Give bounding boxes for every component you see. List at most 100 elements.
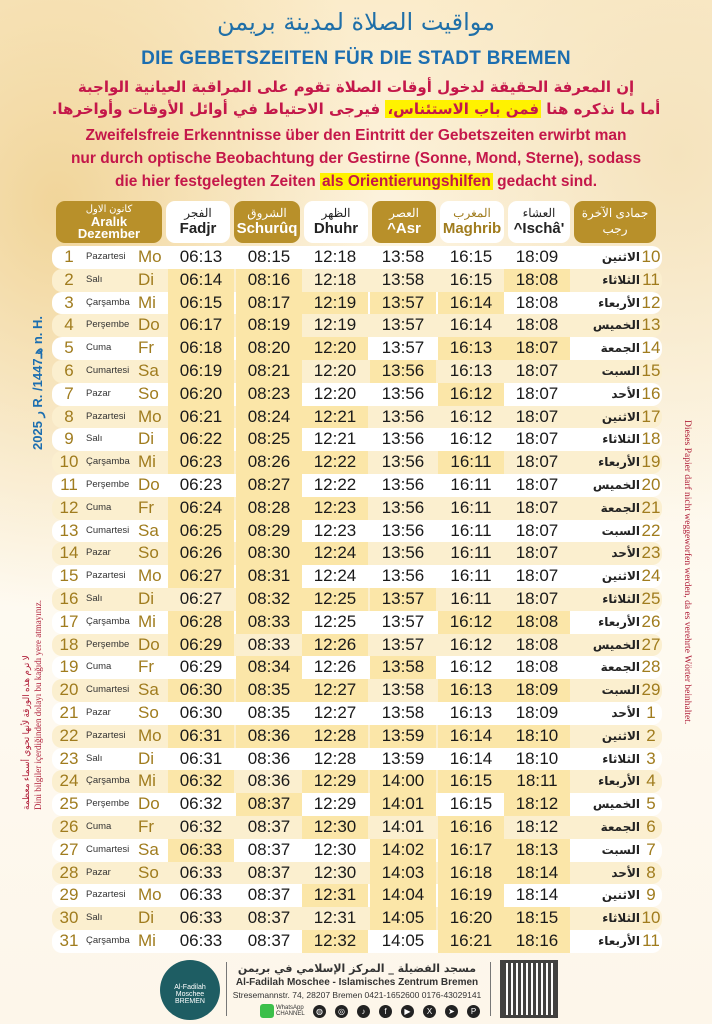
weekday-de: Fr [138, 338, 155, 358]
day-number: 10 [59, 452, 79, 472]
table-row: 6 Cumartesi Sa 06:19 08:21 12:20 13:56 16:13 18:… [52, 359, 662, 383]
table-row: 19 Cuma Fr 06:29 08:34 12:26 13:58 16:12 18:08 ال… [52, 656, 662, 680]
fadjr: 06:23 [168, 451, 234, 474]
schuruq: 08:17 [236, 291, 302, 315]
table-row: 20 Cumartesi Sa 06:30 08:35 12:27 13:58 16:13 18… [52, 679, 662, 702]
title-arabic: مواقيت الصلاة لمدينة بريمن [216, 8, 496, 36]
ischa: 18:08 [515, 657, 559, 677]
dhuhr: 12:24 [313, 566, 357, 586]
day-number: 28 [59, 862, 79, 882]
weekday-de: So [138, 543, 159, 563]
weekday-tr: Salı [86, 273, 103, 285]
telegram-icon[interactable]: ➤ [445, 1004, 458, 1018]
dhuhr: 12:26 [302, 633, 368, 657]
fadjr: 06:33 [179, 908, 223, 928]
whatsapp-icon [260, 1004, 274, 1018]
fadjr: 06:33 [179, 862, 223, 882]
weekday-ar: الأربعاء [598, 933, 640, 948]
weekday-ar: الثلاثاء [602, 272, 640, 287]
day-number: 3 [64, 292, 74, 312]
pinterest-icon[interactable]: P [467, 1004, 480, 1018]
weekday-tr: Salı [86, 592, 103, 604]
table-row: 18 Perşembe Do 06:29 08:33 12:26 13:57 16:12 18:… [52, 633, 662, 657]
instagram-icon[interactable]: ◎ [335, 1004, 348, 1018]
day-number: 30 [59, 908, 79, 928]
weekday-tr: Cumartesi [86, 684, 130, 696]
day-number: 27 [59, 839, 79, 859]
globe-icon[interactable]: ◍ [313, 1004, 326, 1018]
weekday-tr: Cuma [86, 661, 112, 673]
weekday-tr: Salı [86, 752, 103, 764]
ischa: 18:14 [504, 861, 570, 885]
table-row: 2 Salı Di 06:14 08:16 12:18 13:58 16:15 18:08 الث… [52, 268, 662, 292]
hijri-day: 8 [646, 862, 656, 882]
asr: 14:05 [370, 907, 436, 930]
whatsapp-channel-link[interactable]: WhatsApp CHANNEL [260, 1004, 305, 1018]
weekday-tr: Cuma [86, 820, 112, 832]
day-number: 2 [64, 269, 74, 289]
day-number: 8 [64, 406, 74, 426]
ischa: 18:07 [515, 360, 559, 380]
prayer-times-table: 1 Pazartesi Mo 06:13 08:15 12:18 13:58 16:15 18:… [52, 246, 662, 953]
maghrib: 16:15 [449, 247, 493, 266]
fadjr: 06:14 [168, 268, 234, 292]
header-asr: العصر ^Asr [372, 201, 436, 243]
dhuhr: 12:23 [302, 496, 368, 520]
weekday-de: Mo [138, 885, 162, 905]
facebook-icon[interactable]: f [379, 1004, 392, 1018]
maghrib: 16:12 [438, 382, 504, 406]
weekday-de: Di [138, 748, 155, 768]
schuruq: 08:32 [236, 587, 302, 611]
schuruq: 08:26 [236, 451, 302, 474]
ischa: 18:07 [515, 566, 559, 586]
weekday-ar: الأربعاء [598, 774, 640, 789]
fadjr: 06:32 [168, 770, 234, 794]
weekday-de: Mi [138, 611, 156, 631]
dhuhr: 12:22 [302, 451, 368, 474]
weekday-de: Mo [138, 406, 162, 426]
table-row: 16 Salı Di 06:27 08:32 12:25 13:57 16:11 18:07 ال… [52, 587, 662, 611]
schuruq: 08:24 [236, 405, 302, 429]
table-row: 28 Pazar So 06:33 08:37 12:30 14:03 16:18 18:14 ا… [52, 861, 662, 885]
weekday-ar: الجمعة [600, 660, 640, 675]
x-icon[interactable]: X [423, 1004, 436, 1018]
fadjr: 06:30 [168, 679, 234, 702]
weekday-de: Mo [138, 247, 162, 266]
day-number: 29 [59, 885, 79, 905]
schuruq: 08:33 [247, 634, 291, 654]
day-number: 26 [59, 816, 79, 836]
fadjr: 06:22 [168, 428, 234, 452]
dhuhr: 12:30 [313, 839, 357, 859]
youtube-icon[interactable]: ▶ [401, 1004, 414, 1018]
maghrib: 16:15 [449, 269, 493, 289]
weekday-tr: Cumartesi [86, 524, 130, 536]
weekday-ar: الأحد [611, 705, 640, 720]
note-german: Zweifelsfreie Erkenntnisse über den Eint… [70, 127, 642, 190]
year-label: ر 2025 R. /1447هـ n. H. [30, 315, 45, 450]
hijri-day: 16 [641, 383, 661, 403]
schuruq: 08:30 [236, 542, 302, 566]
day-number: 16 [59, 588, 79, 608]
weekday-de: Mo [138, 566, 162, 586]
schuruq: 08:36 [236, 724, 302, 748]
weekday-tr: Perşembe [86, 638, 130, 650]
weekday-tr: Çarşamba [86, 934, 130, 946]
weekday-tr: Perşembe [86, 798, 130, 810]
ischa: 18:08 [515, 315, 559, 335]
tiktok-icon[interactable]: ♪ [357, 1004, 370, 1018]
schuruq: 08:23 [236, 382, 302, 406]
dhuhr: 12:29 [302, 770, 368, 794]
table-row: 10 Çarşamba Mi 06:23 08:26 12:22 13:56 16:11 18:… [52, 451, 662, 474]
ischa: 18:07 [515, 543, 559, 563]
weekday-ar: الجمعة [600, 819, 640, 834]
hijri-day: 25 [641, 588, 661, 608]
qr-code[interactable] [500, 960, 558, 1018]
asr: 13:56 [381, 497, 425, 517]
dhuhr: 12:21 [313, 429, 357, 449]
day-number: 5 [64, 338, 74, 358]
ischa: 18:09 [515, 702, 559, 722]
dhuhr: 12:27 [313, 702, 357, 722]
ischa: 18:08 [515, 634, 559, 654]
hijri-day: 13 [641, 315, 661, 335]
weekday-ar: الخميس [592, 477, 640, 492]
